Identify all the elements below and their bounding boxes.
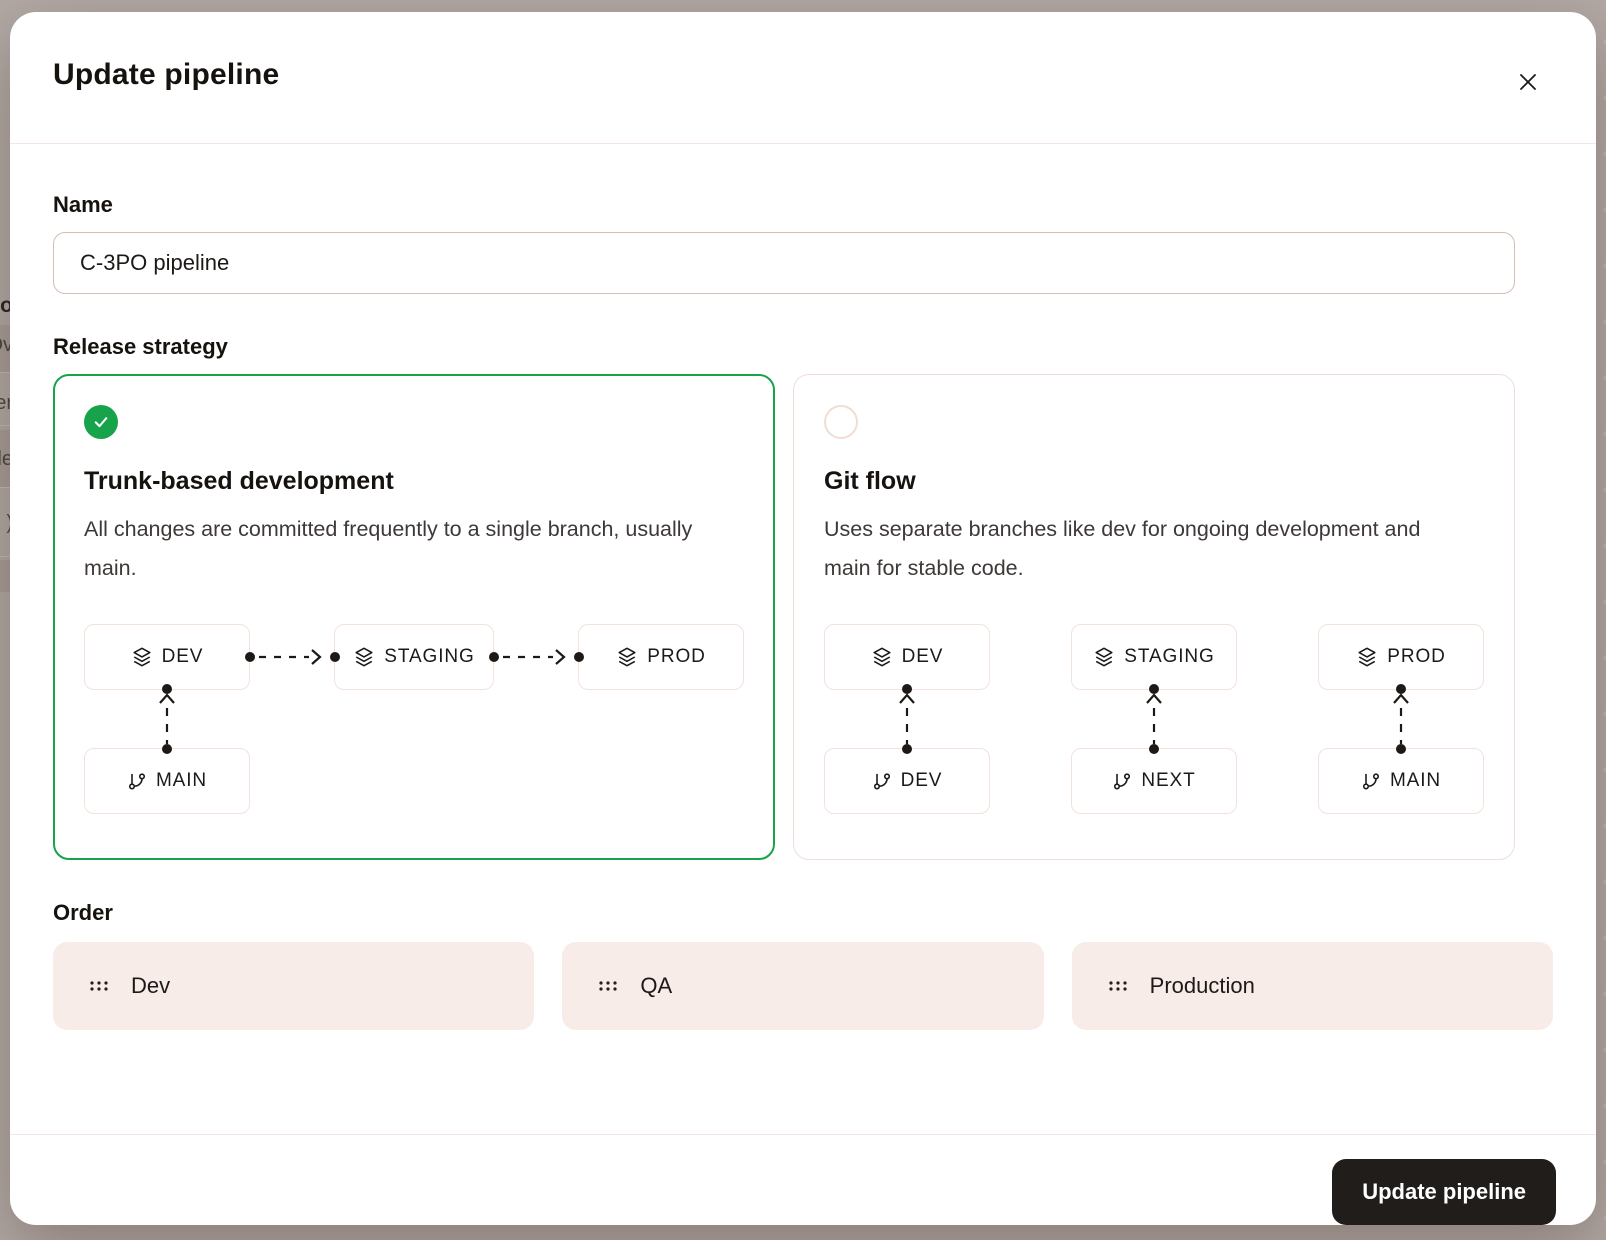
name-input[interactable] [53, 232, 1515, 294]
layers-icon [873, 647, 891, 667]
gitflow-diagram: DEV STAGING [824, 624, 1484, 814]
env-node-prod: PROD [578, 624, 744, 690]
release-strategy-label: Release strategy [53, 334, 228, 359]
background-text-fragment: de [0, 448, 13, 470]
order-item-dev[interactable]: Dev [53, 942, 535, 1030]
strategy-title: Trunk-based development [84, 467, 394, 495]
git-branch-icon [873, 773, 890, 790]
branch-node-main: MAIN [1318, 748, 1484, 814]
close-button[interactable] [1510, 64, 1546, 100]
git-branch-icon [128, 773, 145, 790]
radio-unchecked-icon[interactable] [824, 405, 858, 439]
env-node-label: PROD [647, 646, 706, 667]
env-node-label: STAGING [1124, 646, 1215, 667]
name-label: Name [53, 192, 113, 217]
radio-checked-icon[interactable] [84, 405, 118, 439]
git-branch-icon [1362, 773, 1379, 790]
check-icon [94, 417, 108, 428]
background-divider [0, 372, 14, 373]
env-node-label: DEV [901, 646, 944, 667]
order-item-production[interactable]: Production [1071, 942, 1553, 1030]
env-node-label: PROD [1387, 646, 1446, 667]
connector-dev-dev [824, 684, 990, 754]
layers-icon [133, 647, 151, 667]
strategy-card-git-flow[interactable]: Git flow Uses separate branches like dev… [793, 374, 1515, 860]
background-divider [0, 425, 14, 426]
trunk-diagram: DEV [84, 624, 744, 814]
update-pipeline-modal: Update pipeline Name Release strategy Tr… [10, 12, 1596, 1225]
env-node-label: DEV [161, 646, 204, 667]
order-label: Order [53, 900, 113, 925]
layers-icon [1358, 647, 1376, 667]
branch-node-next: NEXT [1071, 748, 1237, 814]
connector-next-staging [1071, 684, 1237, 754]
branch-node-label: MAIN [1389, 770, 1442, 791]
update-pipeline-button[interactable]: Update pipeline [1332, 1159, 1556, 1225]
connector-main-prod [1318, 684, 1484, 754]
order-list: Dev QA Production [53, 942, 1553, 1030]
background-text-fragment: er [0, 392, 13, 414]
env-node-label: STAGING [384, 646, 475, 667]
env-node-staging: STAGING [334, 624, 494, 690]
strategy-description: All changes are committed frequently to … [84, 517, 693, 580]
git-branch-icon [1114, 773, 1131, 790]
background-text-fragment: ( [6, 512, 13, 535]
strategy-card-trunk-based[interactable]: Trunk-based development All changes are … [53, 374, 775, 860]
drag-handle-icon[interactable] [89, 979, 109, 993]
background-text-fragment: Ov [0, 334, 13, 356]
connector-dev-staging [245, 624, 340, 690]
background-divider [0, 487, 14, 488]
env-node-staging: STAGING [1071, 624, 1237, 690]
modal-footer: Update pipeline [10, 1134, 1596, 1225]
branch-node-label: DEV [900, 770, 943, 791]
strategy-description: Uses separate branches like dev for ongo… [824, 517, 1421, 580]
modal-title: Update pipeline [53, 58, 280, 91]
order-item-label: QA [640, 973, 673, 998]
drag-handle-icon[interactable] [1108, 979, 1128, 993]
env-node-dev: DEV [84, 624, 250, 690]
background-text-fragment: no [0, 294, 13, 317]
background-divider [0, 556, 14, 557]
strategy-title: Git flow [824, 467, 916, 495]
drag-handle-icon[interactable] [598, 979, 618, 993]
order-item-label: Production [1149, 973, 1255, 998]
release-strategy-options: Trunk-based development All changes are … [53, 374, 1553, 860]
branch-node-label: NEXT [1141, 770, 1196, 791]
connector-staging-prod [489, 624, 584, 690]
order-item-qa[interactable]: QA [562, 942, 1044, 1030]
env-node-dev: DEV [824, 624, 990, 690]
branch-node-label: MAIN [155, 770, 208, 791]
env-node-prod: PROD [1318, 624, 1484, 690]
connector-main-dev [84, 684, 250, 754]
layers-icon [618, 647, 636, 667]
layers-icon [1095, 647, 1113, 667]
branch-node-main: MAIN [84, 748, 250, 814]
branch-node-dev: DEV [824, 748, 990, 814]
modal-header: Update pipeline [10, 12, 1596, 144]
layers-icon [355, 647, 373, 667]
close-icon [1520, 74, 1536, 90]
modal-body: Name Release strategy Trunk-based develo… [10, 144, 1596, 1134]
order-item-label: Dev [131, 973, 171, 998]
